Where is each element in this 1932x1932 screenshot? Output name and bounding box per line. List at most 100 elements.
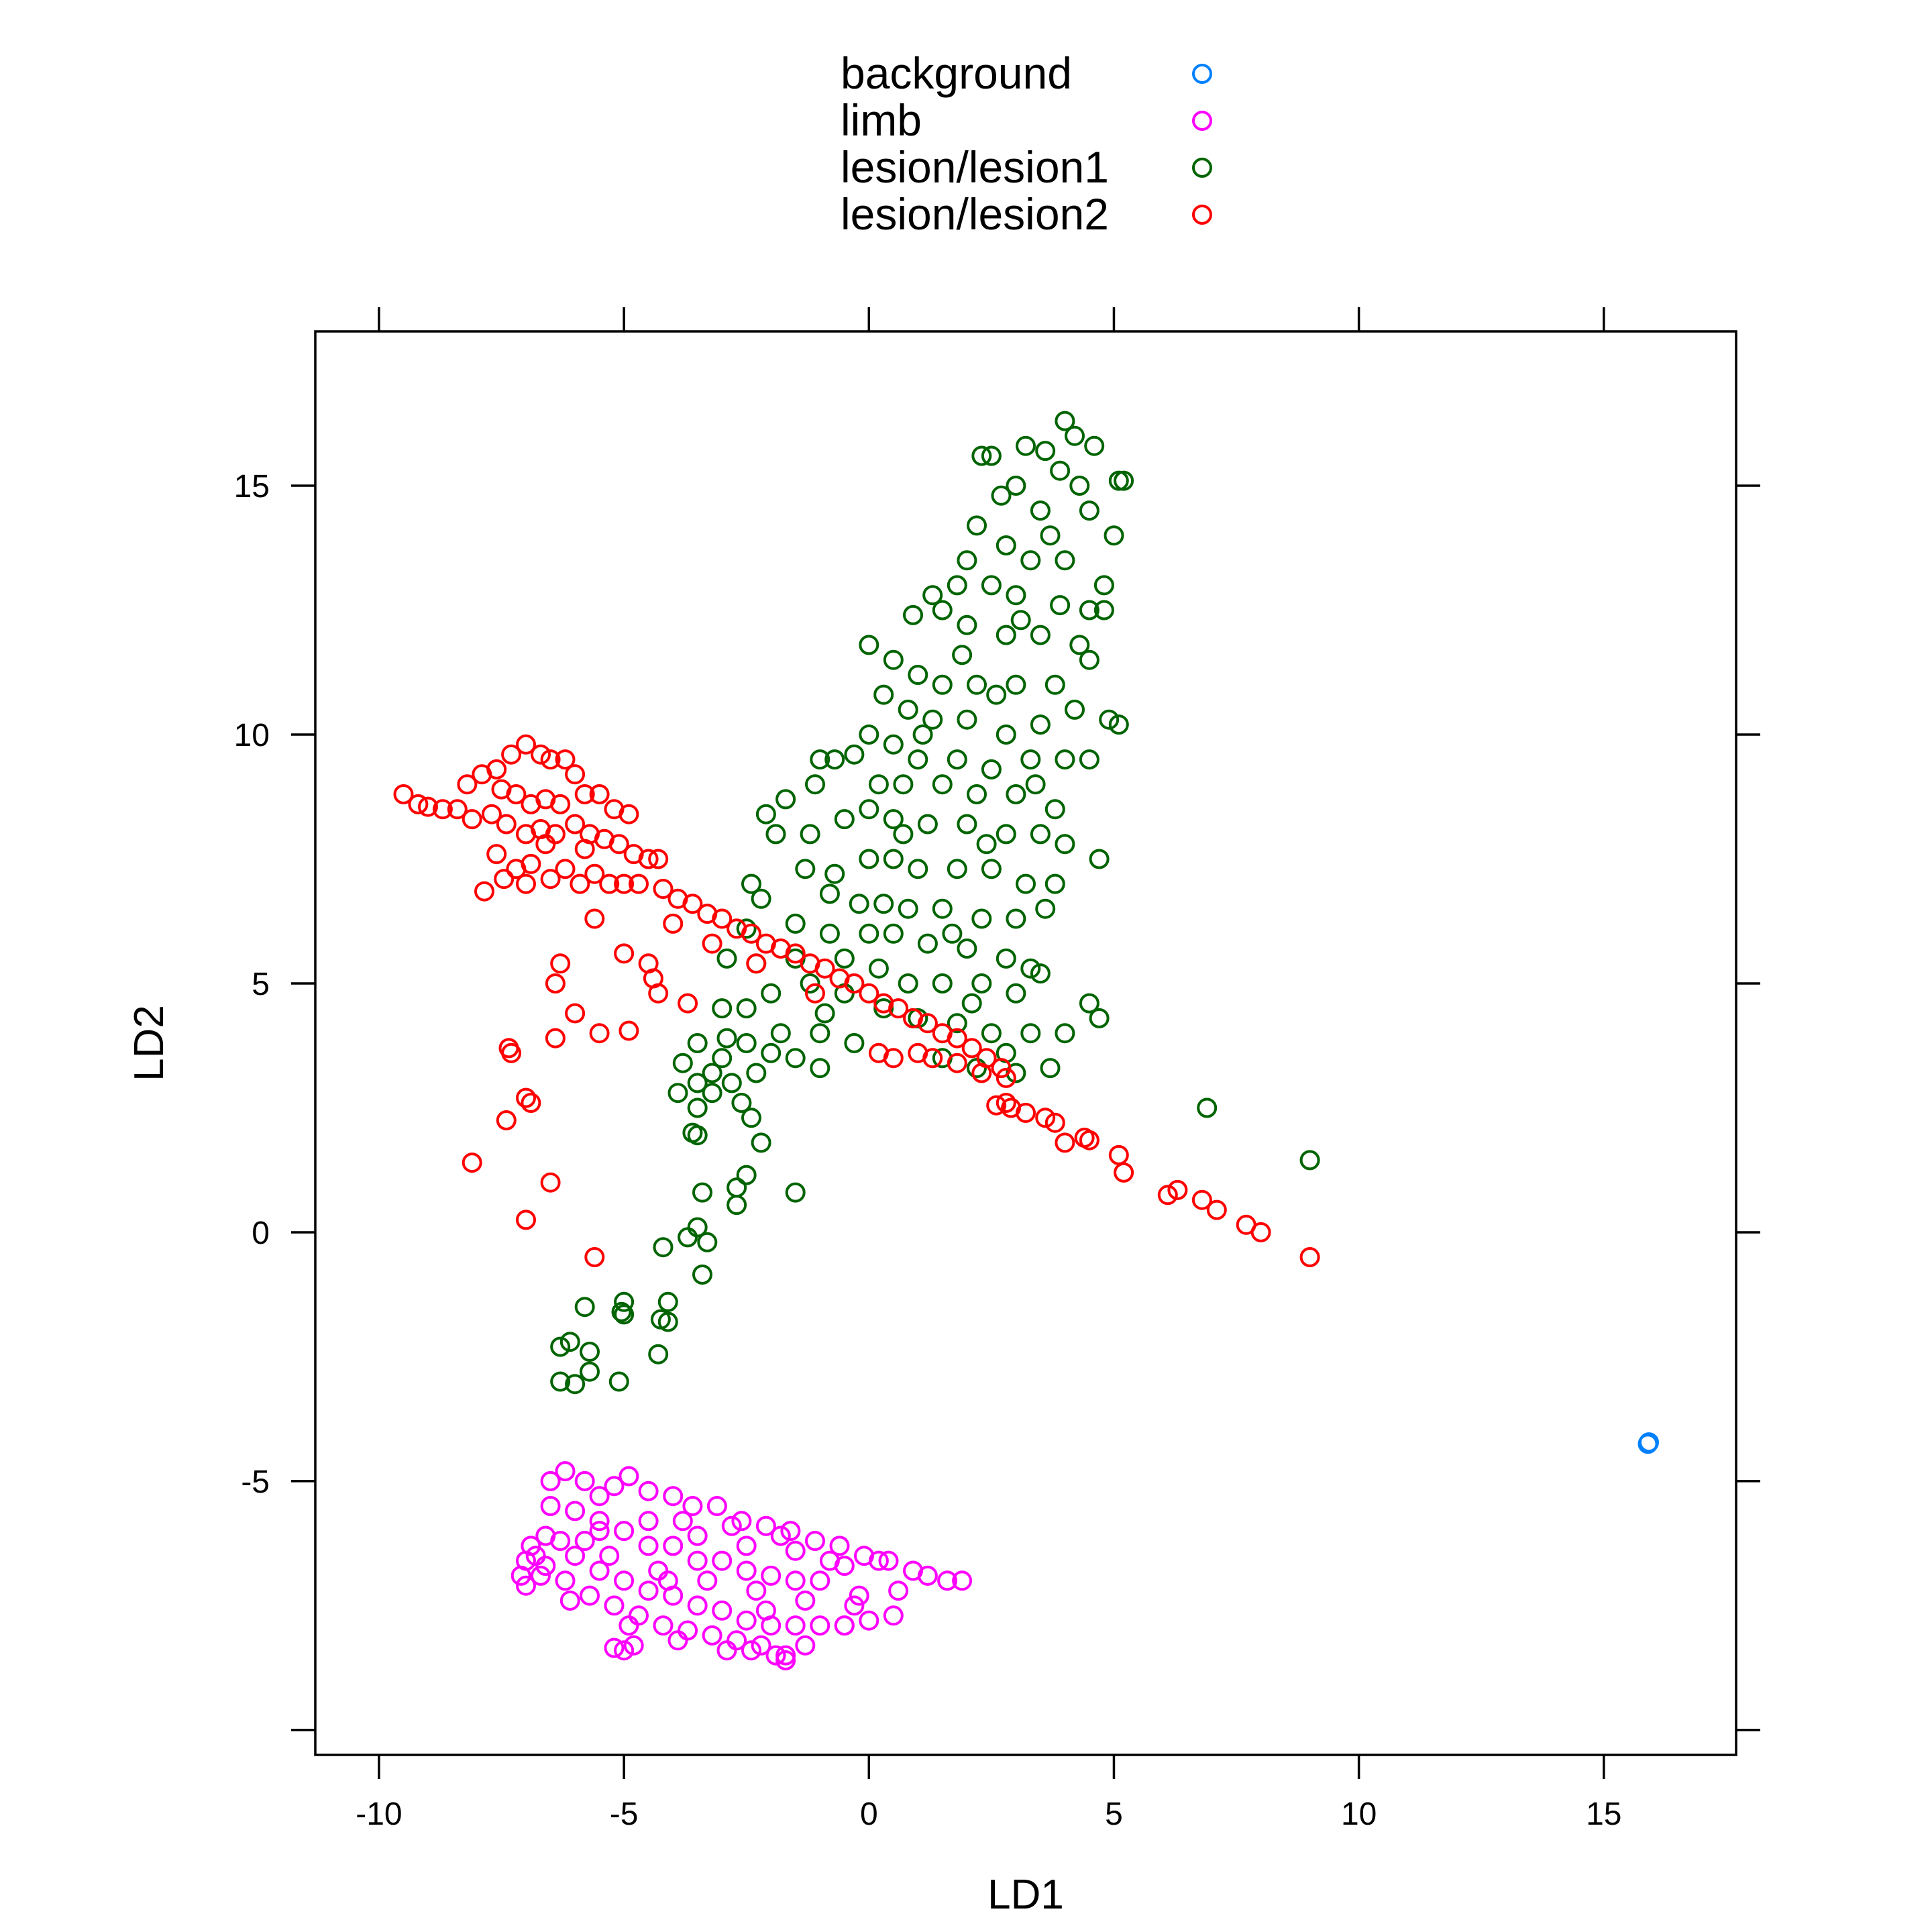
data-point-limb [555, 1570, 576, 1591]
data-point-lesion-lesion2 [457, 774, 478, 795]
data-point-limb [638, 1536, 659, 1556]
data-point-lesion-lesion1 [741, 1108, 761, 1128]
data-point-lesion-lesion1 [1035, 441, 1056, 462]
data-point-lesion-lesion1 [611, 1301, 632, 1322]
data-point-lesion-lesion2 [516, 1210, 536, 1230]
data-point-limb [937, 1570, 958, 1591]
data-point-lesion-lesion2 [565, 1003, 586, 1024]
data-point-lesion-lesion1 [819, 883, 840, 904]
data-point-lesion-lesion2 [844, 973, 865, 994]
data-point-lesion-lesion2 [996, 1093, 1016, 1113]
data-point-lesion-lesion1 [976, 834, 997, 855]
data-point-lesion-lesion1 [678, 1227, 698, 1248]
data-point-limb [663, 1536, 684, 1556]
data-point-lesion-lesion2 [1055, 1132, 1075, 1153]
legend-marker [1192, 205, 1212, 225]
data-point-lesion-lesion2 [599, 873, 620, 894]
data-point-lesion-lesion1 [1044, 873, 1065, 894]
data-point-lesion-lesion2 [702, 933, 722, 954]
data-point-limb [653, 1615, 674, 1636]
data-point-limb [775, 1650, 796, 1670]
data-point-limb [859, 1610, 879, 1631]
data-point-lesion-lesion1 [1044, 674, 1065, 695]
data-point-limb [755, 1600, 776, 1621]
data-point-lesion-lesion1 [795, 859, 816, 879]
x-axis-title: LD1 [987, 1872, 1064, 1918]
data-point-lesion-lesion2 [996, 1067, 1016, 1088]
data-point-lesion-lesion1 [986, 684, 1007, 705]
data-point-lesion-lesion1 [614, 1291, 635, 1312]
legend: backgroundlimblesion/lesion1lesion/lesio… [841, 48, 1212, 239]
data-point-lesion-lesion1 [1040, 1058, 1061, 1079]
data-point-limb [770, 1525, 791, 1546]
data-point-lesion-lesion1 [824, 749, 845, 770]
data-point-lesion-lesion1 [1089, 849, 1110, 869]
data-point-lesion-lesion1 [687, 1097, 708, 1118]
data-point-lesion-lesion1 [1006, 585, 1026, 606]
data-point-lesion-lesion2 [506, 784, 527, 804]
data-point-lesion-lesion2 [1079, 1130, 1099, 1150]
data-point-limb [604, 1638, 625, 1658]
data-point-lesion-lesion2 [1016, 1102, 1036, 1123]
data-point-lesion-lesion2 [584, 863, 605, 884]
data-point-lesion-lesion1 [614, 1304, 635, 1325]
data-point-lesion-lesion1 [775, 789, 796, 810]
data-point-lesion-lesion2 [516, 734, 536, 755]
data-point-lesion-lesion1 [957, 550, 977, 571]
data-point-limb [731, 1511, 752, 1532]
data-point-lesion-lesion1 [751, 1132, 771, 1153]
data-point-lesion-lesion1 [761, 983, 782, 1004]
axis-ticks [291, 307, 1760, 1779]
data-point-lesion-lesion2 [1114, 1162, 1134, 1183]
data-point-lesion-lesion2 [521, 853, 541, 874]
data-point-limb [589, 1560, 610, 1581]
data-point-lesion-lesion2 [678, 993, 698, 1014]
data-point-limb [746, 1580, 767, 1601]
data-point-limb [780, 1521, 801, 1542]
data-point-lesion-lesion1 [961, 993, 982, 1014]
data-point-lesion-lesion1 [912, 724, 933, 745]
y-tick-label: -5 [241, 1464, 270, 1500]
data-point-lesion-lesion1 [1006, 983, 1026, 1004]
data-point-limb [829, 1536, 850, 1556]
data-point-lesion-lesion1 [1040, 525, 1061, 546]
data-point-lesion-lesion1 [996, 824, 1016, 845]
data-point-limb [712, 1550, 733, 1571]
legend-label: background [841, 48, 1072, 98]
data-point-lesion-lesion2 [432, 799, 453, 820]
data-point-lesion-lesion2 [947, 1053, 967, 1073]
data-point-lesion-lesion1 [883, 649, 904, 670]
data-point-limb [765, 1645, 786, 1666]
data-point-limb [623, 1635, 644, 1656]
data-point-lesion-lesion2 [589, 784, 610, 804]
data-point-lesion-lesion1 [1069, 476, 1090, 496]
plot-points [393, 411, 1659, 1670]
data-point-lesion-lesion1 [716, 948, 737, 969]
data-point-lesion-lesion1 [716, 1028, 737, 1049]
data-point-limb [736, 1610, 757, 1631]
data-point-lesion-lesion1 [967, 515, 987, 536]
data-point-lesion-lesion1 [942, 923, 963, 944]
data-point-lesion-lesion1 [922, 585, 943, 606]
data-point-lesion-lesion1 [721, 1073, 742, 1093]
data-point-limb [648, 1560, 669, 1581]
data-point-limb [706, 1496, 727, 1516]
data-point-limb [619, 1466, 639, 1487]
data-point-lesion-lesion1 [1030, 963, 1051, 984]
data-point-lesion-lesion2 [741, 923, 761, 944]
data-point-lesion-lesion1 [1055, 749, 1075, 770]
data-point-lesion-lesion1 [824, 863, 845, 884]
data-point-lesion-lesion1 [1108, 470, 1129, 491]
data-point-lesion-lesion1 [608, 1371, 629, 1392]
data-point-lesion-lesion2 [418, 796, 438, 817]
data-point-lesion-lesion1 [814, 1003, 835, 1024]
data-point-background [1639, 1432, 1659, 1453]
data-point-lesion-lesion1 [1025, 774, 1046, 795]
data-point-lesion-lesion1 [550, 1336, 571, 1357]
data-point-limb [604, 1476, 625, 1497]
data-point-lesion-lesion2 [535, 834, 556, 855]
data-point-lesion-lesion2 [961, 1038, 982, 1059]
data-point-lesion-lesion1 [967, 674, 987, 695]
data-point-lesion-lesion1 [741, 873, 761, 894]
